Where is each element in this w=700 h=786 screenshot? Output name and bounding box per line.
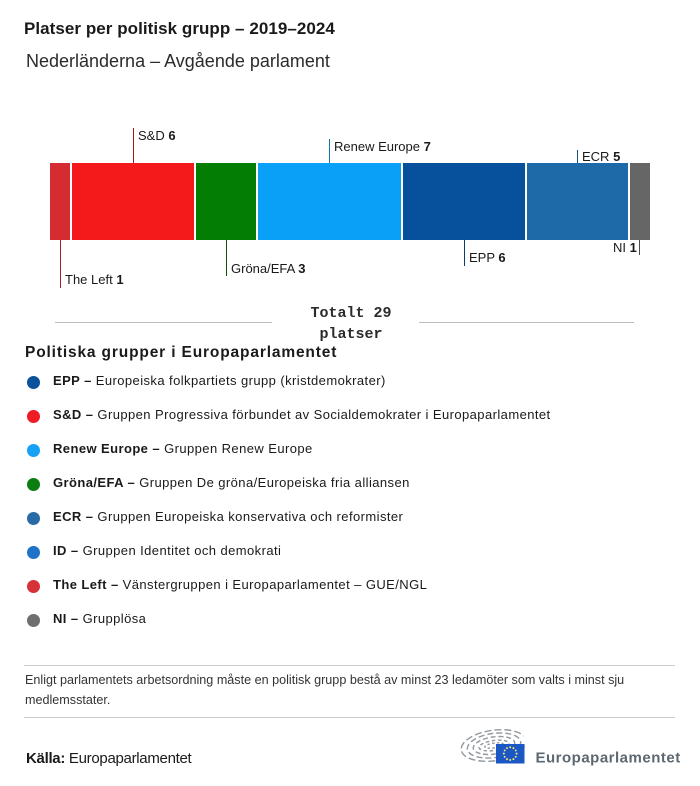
svg-text:Europaparlamentet: Europaparlamentet xyxy=(536,750,681,767)
